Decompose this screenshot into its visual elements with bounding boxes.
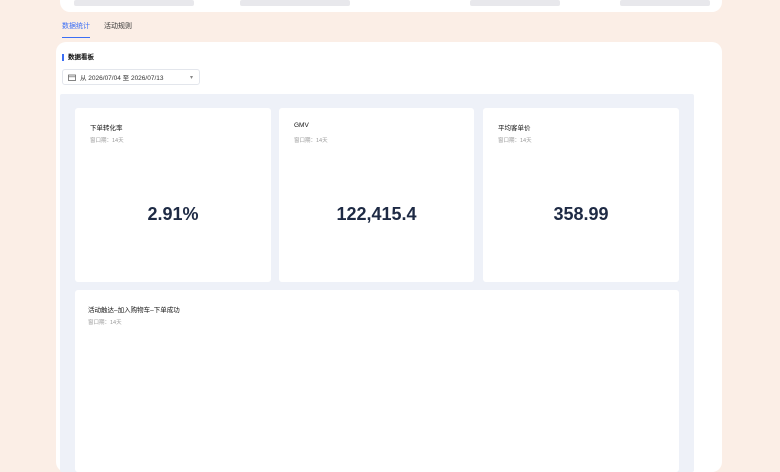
- calendar-icon: [68, 74, 76, 81]
- blurred-field: [470, 0, 560, 6]
- metric-window: 窗口期：14天: [90, 138, 124, 144]
- metric-title: GMV: [294, 122, 309, 129]
- metric-title: 平均客单价: [498, 125, 531, 132]
- funnel-window: 窗口期：14天: [88, 320, 122, 326]
- panel-title: 数据看板: [62, 54, 94, 61]
- blurred-field: [74, 0, 194, 6]
- date-range-text: 从 2026/07/04 至 2026/07/13: [80, 75, 164, 82]
- chevron-down-icon: ▾: [189, 74, 193, 81]
- metric-value: 122,415.4: [336, 204, 417, 224]
- dashboard-content: 下单转化率 窗口期：14天 2.91% GMV 窗口期：14天 122,415.…: [60, 94, 694, 472]
- funnel-title: 活动触达–加入购物车–下单成功: [88, 307, 180, 314]
- top-filter-card: [60, 0, 722, 12]
- metric-card-gmv: GMV 窗口期：14天 122,415.4: [279, 108, 474, 282]
- funnel-card: 活动触达–加入购物车–下单成功 窗口期：14天 100%75%50%25%0%1…: [75, 290, 679, 472]
- blurred-field: [620, 0, 710, 6]
- metric-card-avg-price: 平均客单价 窗口期：14天 358.99: [483, 108, 679, 282]
- blurred-field: [240, 0, 350, 6]
- metric-title: 下单转化率: [90, 125, 123, 132]
- funnel-chart: 100%75%50%25%0%11,700营销运营–渠道触达成功的总人数842D…: [75, 290, 679, 472]
- date-range-picker[interactable]: 从 2026/07/04 至 2026/07/13 ▾: [62, 69, 200, 85]
- metric-card-conversion: 下单转化率 窗口期：14天 2.91%: [75, 108, 271, 282]
- metric-value: 358.99: [553, 204, 609, 224]
- tab-bar: 数据统计 活动规则: [62, 16, 132, 38]
- metric-value: 2.91%: [147, 204, 199, 224]
- dashboard-panel: 数据看板 从 2026/07/04 至 2026/07/13 ▾ 下单转化率 窗…: [56, 42, 722, 472]
- metric-window: 窗口期：14天: [498, 138, 532, 144]
- tab-statistics[interactable]: 数据统计: [62, 16, 90, 38]
- tab-rules[interactable]: 活动规则: [104, 23, 132, 30]
- metric-window: 窗口期：14天: [294, 138, 328, 144]
